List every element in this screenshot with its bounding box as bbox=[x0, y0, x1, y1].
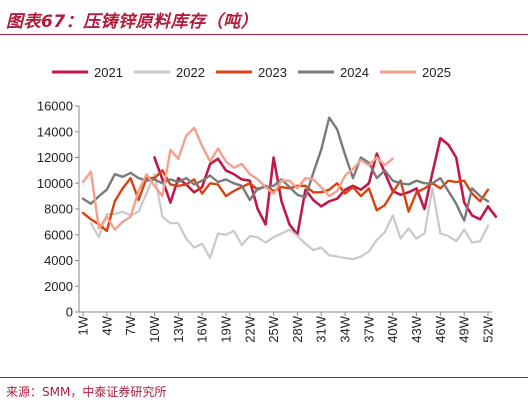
x-tick-label: 43W bbox=[409, 315, 424, 342]
y-tick-label: 14000 bbox=[37, 124, 73, 139]
footer-divider bbox=[0, 377, 528, 378]
y-tick-label: 12000 bbox=[37, 150, 73, 165]
legend-label-2022: 2022 bbox=[176, 65, 205, 80]
chart-title: 图表67：压铸锌原料库存（吨） bbox=[6, 12, 259, 32]
x-tick-label: 34W bbox=[338, 315, 353, 342]
legend-label-2021: 2021 bbox=[94, 65, 123, 80]
x-tick-label: 40W bbox=[385, 315, 400, 342]
x-tick-label: 19W bbox=[218, 315, 233, 342]
series-line-2021 bbox=[153, 136, 498, 237]
series-line-2024 bbox=[81, 116, 490, 222]
x-tick-label: 7W bbox=[123, 315, 138, 335]
x-tick-label: 52W bbox=[481, 315, 496, 342]
x-tick-label: 1W bbox=[76, 315, 91, 335]
x-tick-label: 46W bbox=[433, 315, 448, 342]
line-chart: 2021 2022 2023 2024 2025 0 2000 4000 6000 8000 10… bbox=[37, 65, 498, 343]
x-tick-label: 31W bbox=[314, 315, 329, 342]
chart-legend: 2021 2022 2023 2024 2025 bbox=[52, 65, 451, 80]
legend-label-2024: 2024 bbox=[340, 65, 369, 80]
x-tick-label: 37W bbox=[361, 315, 376, 342]
legend-label-2025: 2025 bbox=[422, 65, 451, 80]
x-tick-label: 49W bbox=[457, 315, 472, 342]
x-tick-label: 16W bbox=[195, 315, 210, 342]
x-tick-label: 25W bbox=[266, 315, 281, 342]
y-tick-label: 4000 bbox=[44, 253, 73, 268]
x-tick-label: 13W bbox=[171, 315, 186, 342]
legend-label-2023: 2023 bbox=[258, 65, 287, 80]
y-tick-label: 16000 bbox=[37, 99, 73, 114]
series-line-2025 bbox=[81, 126, 394, 231]
y-tick-label: 10000 bbox=[37, 176, 73, 191]
title-divider bbox=[0, 34, 528, 35]
y-tick-label: 6000 bbox=[44, 227, 73, 242]
x-tick-label: 28W bbox=[290, 315, 305, 342]
source-note: 来源：SMM，中泰证券研究所 bbox=[6, 385, 167, 399]
x-tick-label: 4W bbox=[99, 315, 114, 335]
y-tick-label: 0 bbox=[66, 305, 73, 320]
y-tick-label: 8000 bbox=[44, 202, 73, 217]
plot-area: 0 2000 4000 6000 8000 10000 12000 14000 16000 1W 4… bbox=[37, 99, 498, 343]
x-tick-label: 10W bbox=[147, 315, 162, 342]
y-tick-label: 2000 bbox=[44, 279, 73, 294]
x-tick-label: 22W bbox=[242, 315, 257, 342]
